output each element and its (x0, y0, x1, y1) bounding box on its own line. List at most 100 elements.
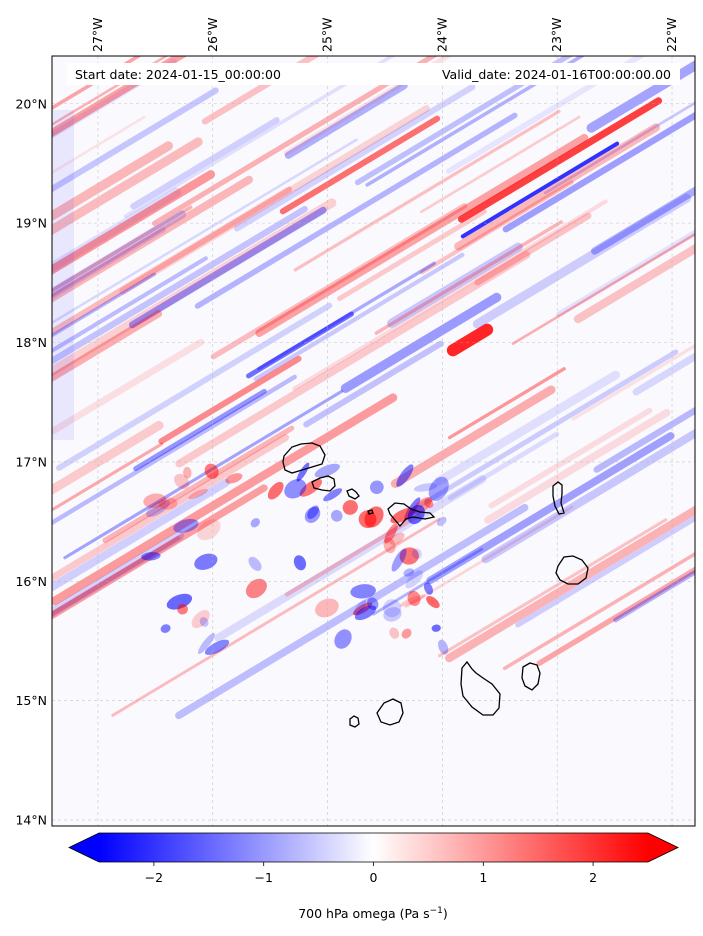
omega-cell (250, 518, 260, 528)
omega-band (214, 475, 487, 642)
omega-cell (431, 624, 441, 632)
omega-cell (267, 481, 284, 500)
omega-band (175, 251, 531, 468)
omega-band (52, 531, 184, 705)
omega-cell (284, 479, 307, 499)
map-frame (51, 55, 696, 827)
omega-band-strong (158, 355, 302, 445)
omega-band (52, 198, 337, 383)
omega-cell (384, 523, 398, 544)
colorbar-label-end: ) (443, 906, 448, 921)
island-sao-nicolau-west (367, 509, 374, 515)
omega-cell (399, 594, 426, 607)
omega-band (543, 63, 695, 195)
latitude-label: 15°N (15, 693, 47, 708)
omega-band (573, 180, 695, 324)
longitude-label: 22°W (664, 17, 679, 52)
omega-band (255, 133, 589, 337)
island-sao-nicolau (387, 502, 436, 528)
island-brava (349, 715, 360, 728)
omega-band (387, 242, 523, 328)
omega-band (586, 56, 695, 133)
omega-cell (364, 506, 384, 528)
omega-band (404, 505, 574, 609)
omega-band (292, 199, 608, 391)
omega-cell (173, 518, 199, 533)
omega-band (447, 431, 560, 501)
omega-cell (248, 556, 262, 571)
island-sao-vicente (311, 475, 336, 492)
omega-cell (438, 639, 449, 655)
omega-streaks (52, 56, 695, 720)
omega-cell (194, 553, 218, 570)
omega-cell (423, 582, 433, 595)
omega-band (194, 112, 518, 309)
island-sal (552, 481, 565, 515)
omega-cell (334, 629, 352, 649)
island-boa-vista (555, 555, 589, 585)
omega-cell (354, 605, 377, 621)
omega-band (111, 517, 441, 717)
colorbar-extend-high (648, 833, 678, 862)
omega-band (437, 518, 668, 658)
latitude-label: 16°N (15, 574, 47, 589)
colorbar-ticks: −2 −1 0 1 2 (145, 862, 597, 885)
omega-cell (389, 532, 405, 545)
omega-band (340, 292, 502, 393)
omega-cell (225, 473, 243, 484)
colorbar-outline (68, 832, 679, 863)
omega-band (130, 117, 280, 210)
omega-band (63, 389, 344, 560)
omega-band (511, 135, 695, 345)
graticule (52, 56, 695, 826)
island-maio (521, 662, 541, 691)
omega-band (435, 370, 621, 486)
omega-band (128, 206, 327, 329)
omega-cell (143, 493, 167, 509)
omega-band (210, 203, 468, 360)
omega-cell (389, 627, 400, 639)
omega-band-strong (457, 97, 663, 223)
omega-band (52, 175, 254, 329)
omega-cell (299, 478, 323, 497)
omega-band (556, 209, 695, 317)
omega-band (484, 408, 671, 524)
omega-cell (405, 570, 424, 589)
omega-band (56, 302, 333, 471)
omega-band (52, 210, 187, 298)
omega-band (52, 256, 208, 385)
omega-band (284, 82, 408, 159)
omega-band (102, 425, 295, 544)
longitude-label: 24°W (434, 17, 449, 52)
colorbar-label: 700 hPa omega (Pa s−1) (298, 906, 448, 921)
omega-band-strong (446, 323, 494, 357)
omega-band (52, 137, 203, 291)
omega-band (632, 320, 695, 396)
colorbar-tick-label: −2 (145, 870, 163, 885)
omega-cell (428, 476, 449, 501)
omega-band (374, 220, 563, 335)
latitude-label: 17°N (15, 454, 47, 469)
omega-cell (436, 516, 447, 527)
omega-band (52, 484, 268, 663)
omega-cell (382, 599, 402, 618)
omega-cell (204, 639, 230, 655)
omega-band (52, 434, 290, 598)
longitude-label: 23°W (549, 17, 564, 52)
omega-cell (304, 506, 321, 524)
omega-band-strong (133, 388, 267, 472)
omega-band (175, 503, 529, 720)
start-date-label: Start date: 2024-01-15_00:00:00 (75, 67, 281, 82)
omega-cell (191, 610, 210, 629)
latitude-label: 19°N (15, 216, 47, 231)
omega-band (52, 374, 297, 582)
omega-cell (245, 578, 267, 599)
omega-band (52, 205, 308, 432)
omega-band (571, 314, 695, 421)
omega-cell (160, 624, 171, 633)
omega-band (536, 535, 695, 666)
island-santa-luzia (346, 488, 360, 500)
omega-cell (413, 483, 438, 492)
omega-cell (146, 499, 170, 517)
omega-band (593, 349, 695, 473)
